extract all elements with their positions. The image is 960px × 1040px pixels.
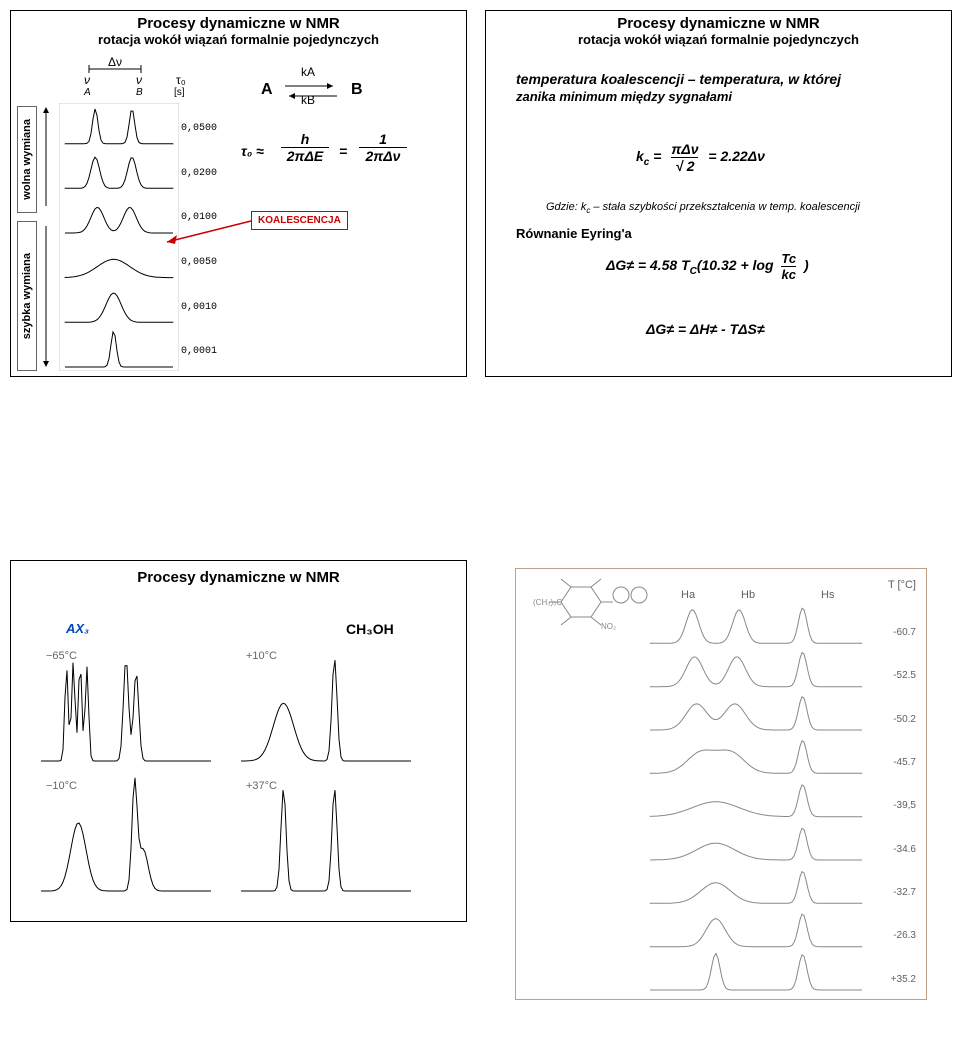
- dg-sub: C: [690, 266, 697, 277]
- spectra-bl: −65°C +10°C −10°C +37°C: [31, 641, 451, 911]
- line1: temperatura koalescencji – temperatura, …: [516, 71, 841, 87]
- kc-top: πΔν: [671, 141, 698, 157]
- gdzie: Gdzie: k: [546, 201, 586, 213]
- scheme-a: A: [261, 81, 273, 99]
- frac-eq: =: [339, 143, 347, 159]
- dg-eq: ΔG≠ = 4.58 TC(10.32 + log Tc kc ): [606, 251, 809, 282]
- svg-text:−10°C: −10°C: [46, 780, 77, 792]
- lbl-b: B: [136, 87, 143, 98]
- ax3: AX₃: [66, 621, 89, 636]
- tau-val: 0,0001: [181, 330, 231, 375]
- vlabel-slow: wolna wymiana: [21, 119, 33, 200]
- kc-rhs: = 2.22Δν: [708, 148, 765, 164]
- frac-kc: kc: [781, 267, 796, 282]
- line1a: temperatura koalescencji: [516, 71, 684, 87]
- svg-text:+10°C: +10°C: [246, 650, 277, 662]
- panel-bottom-left: Procesy dynamiczne w NMR AX₃ CH₃OH −65°C…: [10, 560, 467, 922]
- temp-label: -52.5: [871, 654, 916, 697]
- kc-eq: kc = πΔν √ 2 = 2.22Δν: [636, 141, 765, 174]
- title: Procesy dynamiczne w NMR: [11, 15, 466, 32]
- hs: Hs: [821, 589, 834, 601]
- frac-rb: 2πΔν: [359, 148, 407, 164]
- vlabel-slow-box: wolna wymiana: [17, 106, 37, 213]
- scheme-b: B: [351, 81, 363, 99]
- tau-hdr: τ₀: [176, 73, 186, 87]
- scheme-ka: kA: [301, 65, 315, 79]
- kc-bot: √ 2: [671, 158, 698, 174]
- dg-last: ΔG≠ = ΔH≠ - TΔS≠: [646, 321, 765, 337]
- temp-label: -32.7: [871, 871, 916, 914]
- dnu: Δν: [108, 55, 122, 69]
- panel-top-left: Procesy dynamiczne w NMR rotacja wokół w…: [10, 10, 467, 377]
- lbl-a: A: [84, 87, 91, 98]
- temps-br: -60.7-52.5-50.2-45.7-39,5-34.6-32.7-26.3…: [871, 611, 916, 1001]
- ha: Ha: [681, 589, 695, 601]
- gdzie-line: Gdzie: kc – stała szybkości przekształce…: [546, 201, 860, 215]
- dg: ΔG≠ = 4.58 T: [606, 257, 690, 273]
- koalescencja-box: KOALESCENCJA: [251, 211, 348, 230]
- arrows-icon: [39, 106, 53, 369]
- ch3oh: CH₃OH: [346, 621, 394, 637]
- title-bl: Procesy dynamiczne w NMR: [11, 569, 466, 586]
- eyring-title: Równanie Eyring'a: [516, 226, 632, 241]
- subtitle-tr: rotacja wokół wiązań formalnie pojedyncz…: [486, 32, 951, 47]
- koal-arrow-icon: [161, 218, 253, 248]
- paren: ): [804, 257, 809, 273]
- spectra-br: [646, 604, 866, 994]
- br-frame: (CH₃)₃C NO₂ Ha Hb Hs T [°C] -60.7-52.5-5…: [515, 568, 927, 1000]
- svg-text:(CH₃)₃C: (CH₃)₃C: [533, 598, 562, 607]
- line1b: – temperatura, w której: [688, 71, 841, 87]
- temp-label: -26.3: [871, 914, 916, 957]
- svg-text:+37°C: +37°C: [246, 780, 277, 792]
- tau-val: 0,0500: [181, 107, 231, 152]
- temp-label: -45.7: [871, 741, 916, 784]
- panel-top-right: Procesy dynamiczne w NMR rotacja wokół w…: [485, 10, 952, 377]
- gdzie2: – stała szybkości przekształcenia w temp…: [590, 201, 860, 213]
- svg-text:NO₂: NO₂: [601, 622, 616, 631]
- title-tr: Procesy dynamiczne w NMR: [486, 15, 951, 32]
- dg2: (10.32 + log: [697, 257, 774, 273]
- subtitle: rotacja wokół wiązań formalnie pojedyncz…: [11, 32, 466, 47]
- vlabel-fast: szybka wymiana: [21, 253, 33, 339]
- frac-tc: Tc: [781, 251, 796, 266]
- tau-approx: τ₀ ≈: [241, 143, 264, 159]
- t-col: T [°C]: [888, 579, 916, 591]
- header-row: Δν ν ν A B τ₀ [s]: [66, 59, 226, 101]
- temp-label: -60.7: [871, 611, 916, 654]
- frac-lt: h: [281, 131, 329, 147]
- hb: Hb: [741, 589, 755, 601]
- line2: zanika minimum między sygnałami: [516, 89, 732, 104]
- kc-lhs: k: [636, 148, 644, 164]
- frac-lb: 2πΔE: [281, 148, 329, 164]
- tau-val: 0,0200: [181, 152, 231, 197]
- frac-rt: 1: [359, 131, 407, 147]
- temp-label: -50.2: [871, 698, 916, 741]
- scheme-kb: kB: [301, 93, 315, 107]
- nu-b: ν: [136, 73, 142, 87]
- nu-a: ν: [84, 73, 90, 87]
- vlabel-fast-box: szybka wymiana: [17, 221, 37, 371]
- temp-label: +35.2: [871, 958, 916, 1001]
- molecule-icon: (CH₃)₃C NO₂: [531, 577, 661, 637]
- temp-label: -34.6: [871, 828, 916, 871]
- temp-label: -39,5: [871, 784, 916, 827]
- panel-bottom-right: (CH₃)₃C NO₂ Ha Hb Hs T [°C] -60.7-52.5-5…: [485, 560, 950, 1010]
- tau-val: 0,0010: [181, 286, 231, 331]
- kc-eqs: =: [649, 148, 665, 164]
- s-hdr: [s]: [174, 87, 185, 98]
- svg-text:−65°C: −65°C: [46, 650, 77, 662]
